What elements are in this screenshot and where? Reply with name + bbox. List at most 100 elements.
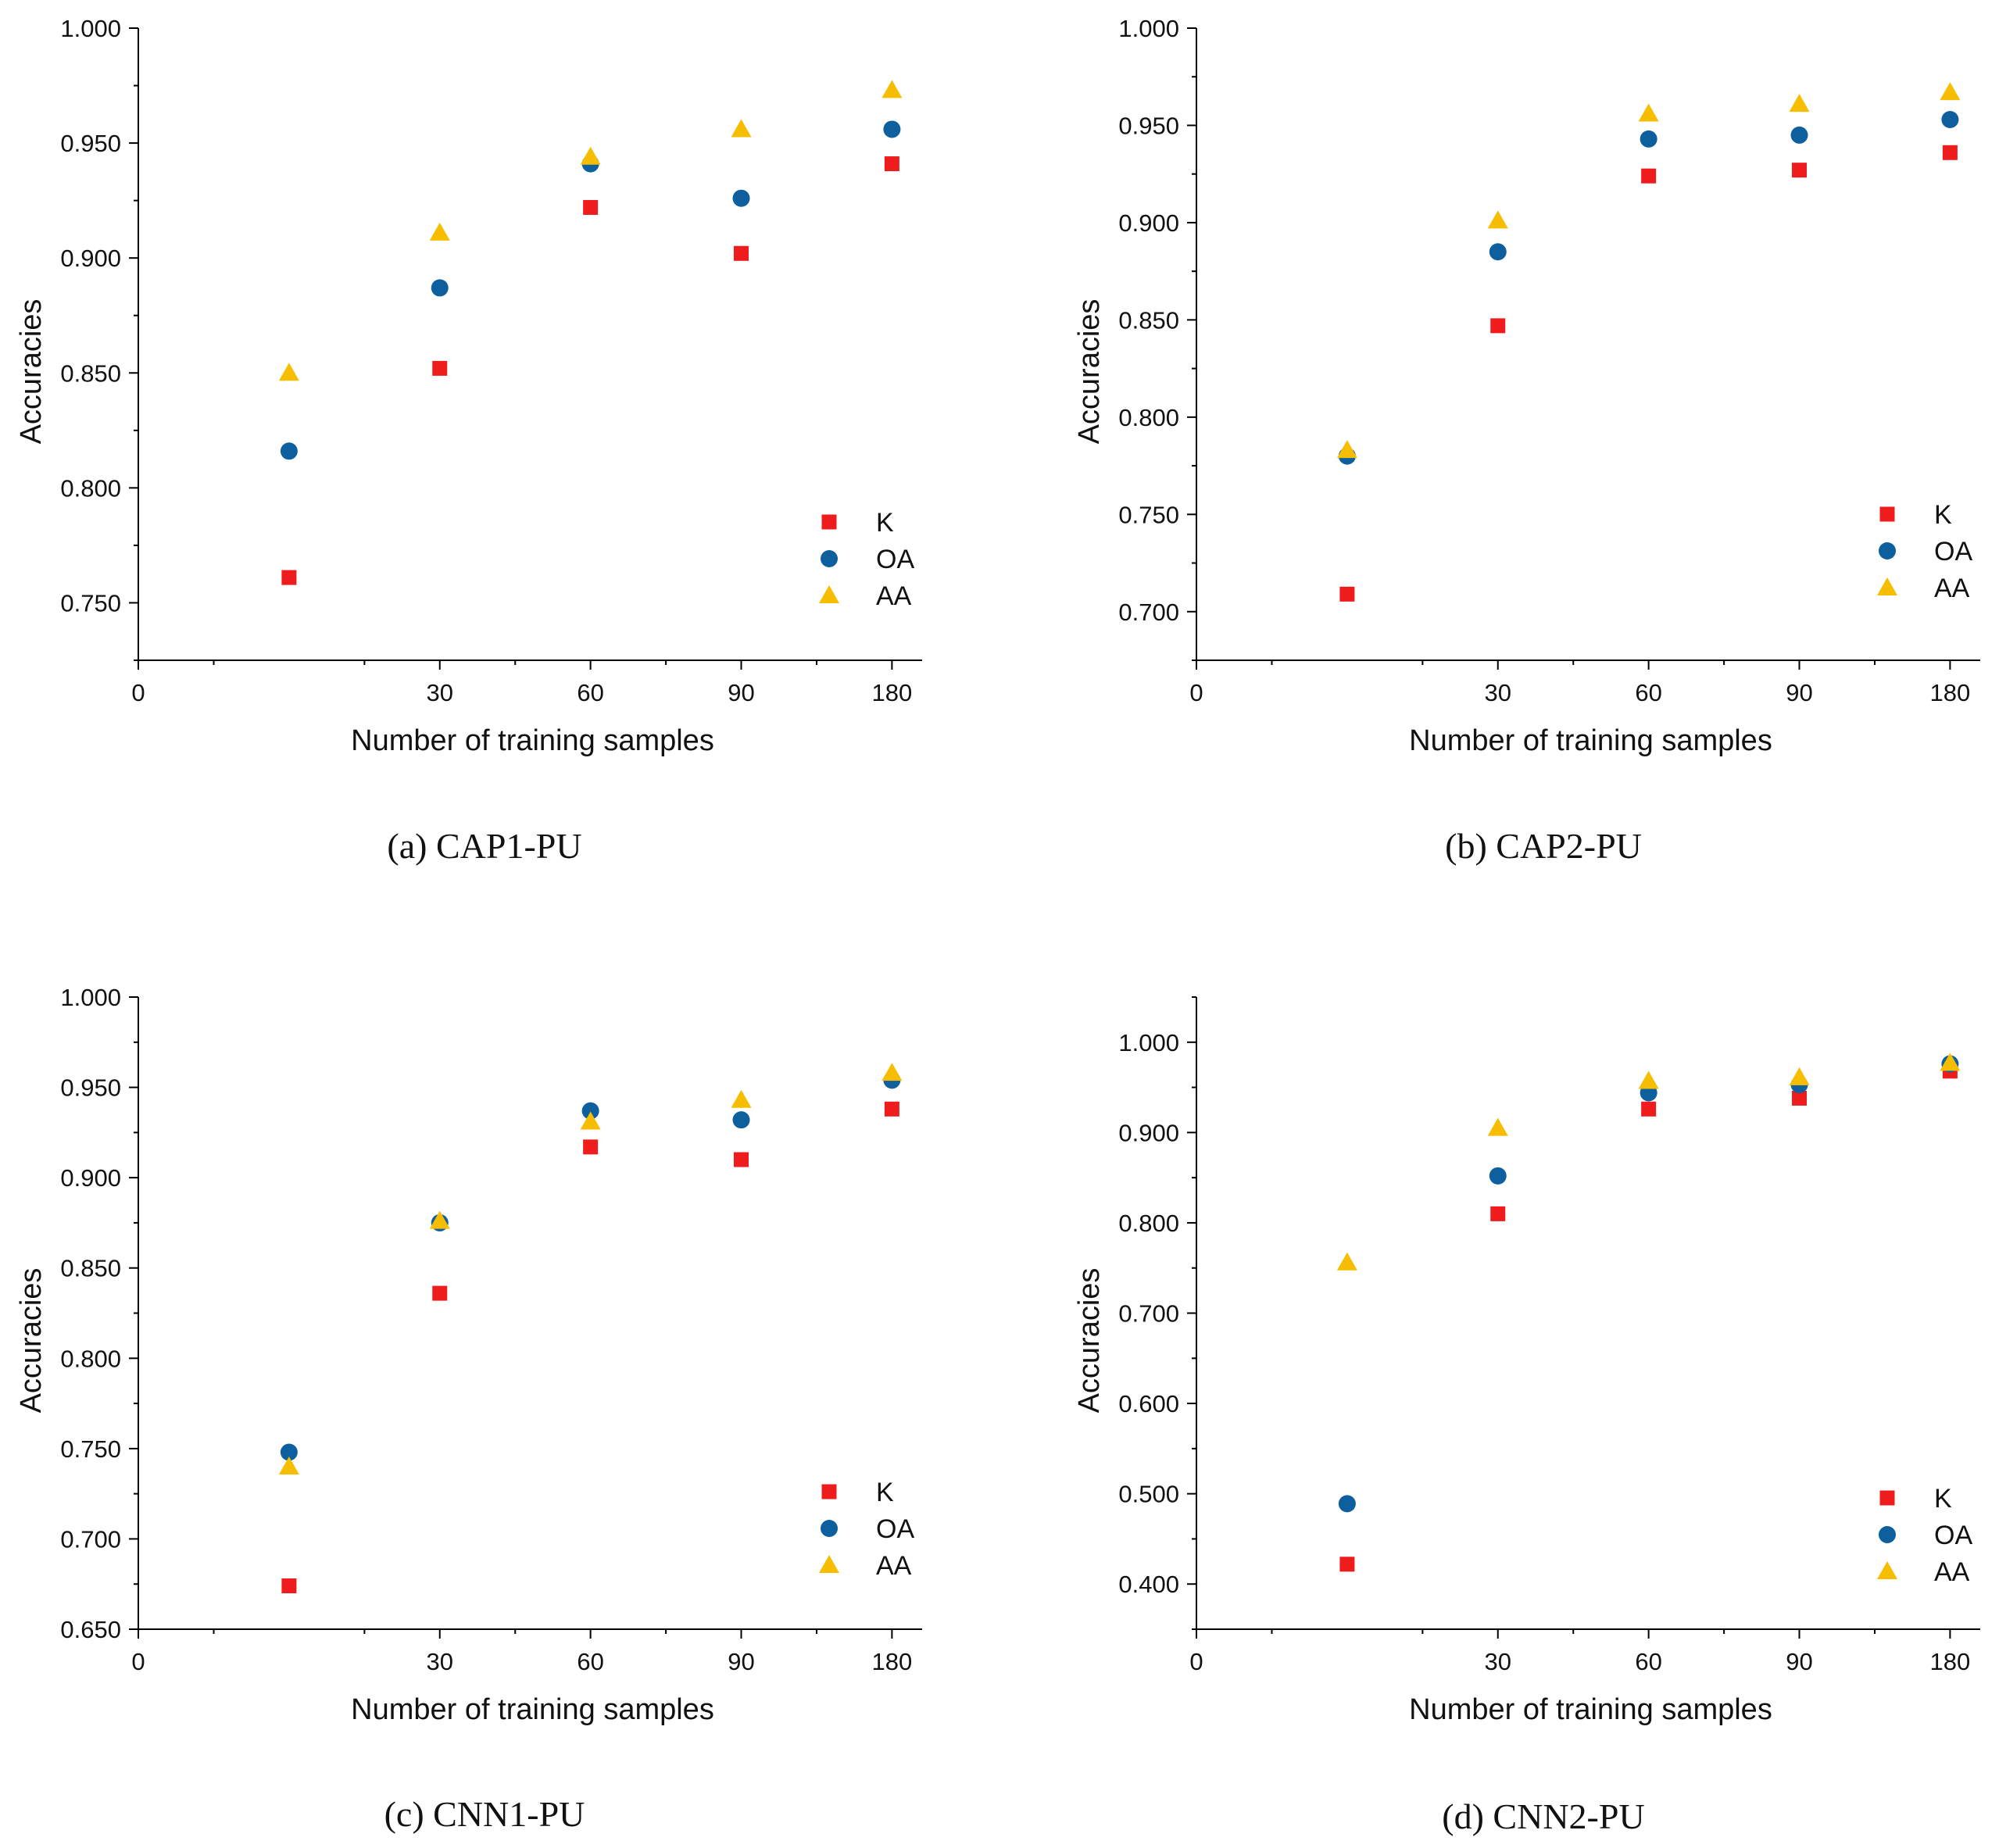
data-point-aa xyxy=(278,1456,299,1474)
data-point-k xyxy=(1339,586,1355,602)
data-point-oa xyxy=(1338,1495,1356,1513)
x-axis-title: Number of training samples xyxy=(1409,724,1772,757)
x-tick-label: 180 xyxy=(872,679,913,706)
x-tick-label: 0 xyxy=(131,1648,145,1675)
y-tick-label: 0.900 xyxy=(60,1164,121,1192)
data-point-oa xyxy=(1790,126,1808,144)
y-tick-label: 0.750 xyxy=(60,1435,121,1463)
legend-marker-k xyxy=(1879,506,1895,522)
x-axis-title: Number of training samples xyxy=(351,724,714,757)
data-point-aa xyxy=(1789,1067,1810,1085)
data-point-oa xyxy=(1489,1167,1507,1185)
y-tick-label: 0.900 xyxy=(60,245,121,272)
x-tick-label: 0 xyxy=(131,679,145,706)
data-point-aa xyxy=(731,1089,752,1108)
data-point-oa xyxy=(280,1443,298,1461)
panel-caption: (c) CNN1-PU xyxy=(384,1794,585,1834)
legend-marker-oa xyxy=(821,1520,838,1537)
y-tick-label: 0.750 xyxy=(60,589,121,617)
data-point-k xyxy=(1490,1206,1506,1221)
y-axis-title: Accuracies xyxy=(15,1268,48,1414)
x-tick-label: 60 xyxy=(1635,1648,1661,1675)
y-tick-label: 0.700 xyxy=(1118,1300,1179,1328)
legend-marker-k xyxy=(821,514,837,530)
legend-label-k: K xyxy=(1934,1484,1952,1514)
legend-marker-oa xyxy=(1879,1526,1896,1543)
y-tick-label: 0.400 xyxy=(1118,1571,1179,1598)
chart-panel-d: 0.400 0.500 0.600 0.700 0.800 0.900 1.000 0 30 60… xyxy=(1073,996,1980,1836)
chart-panel-c: 0.650 0.700 0.750 0.800 0.850 0.900 0.950 1.000… xyxy=(15,984,922,1834)
data-point-k xyxy=(583,199,599,215)
data-point-oa xyxy=(1640,130,1657,148)
data-point-k xyxy=(734,245,749,261)
data-point-aa xyxy=(731,119,752,138)
data-point-k xyxy=(1792,1090,1808,1106)
data-point-k xyxy=(1490,318,1506,334)
x-tick-label: 30 xyxy=(427,679,453,706)
y-tick-label: 1.000 xyxy=(60,15,121,42)
panel-caption: (a) CAP1-PU xyxy=(387,826,581,866)
y-tick-label: 0.850 xyxy=(60,359,121,387)
data-point-k xyxy=(1942,145,1958,160)
y-tick-label: 0.900 xyxy=(1118,1119,1179,1146)
data-point-k xyxy=(281,1578,297,1594)
data-point-aa xyxy=(429,222,450,241)
data-point-aa xyxy=(278,363,299,381)
legend-label-aa: AA xyxy=(1934,574,1970,603)
legend-marker-oa xyxy=(821,550,838,567)
y-tick-label: 1.000 xyxy=(1118,15,1179,42)
data-point-aa xyxy=(1638,103,1659,122)
chart-panel-a: 0.750 0.800 0.850 0.900 0.950 1.000 0 30 60 90 180… xyxy=(15,15,922,866)
x-tick-label: 180 xyxy=(1930,1648,1971,1675)
y-tick-label: 0.650 xyxy=(60,1616,121,1643)
x-axis-title: Number of training samples xyxy=(1409,1693,1772,1726)
x-tick-label: 30 xyxy=(427,1648,453,1675)
y-tick-label: 0.850 xyxy=(60,1255,121,1282)
y-tick-label: 0.950 xyxy=(60,1074,121,1102)
x-tick-label: 90 xyxy=(1786,679,1812,706)
y-tick-label: 0.700 xyxy=(60,1525,121,1553)
data-point-k xyxy=(1641,1101,1657,1117)
data-point-aa xyxy=(1336,1252,1357,1271)
legend-label-oa: OA xyxy=(876,1514,914,1544)
legend-marker-aa xyxy=(819,1555,839,1573)
y-tick-label: 0.500 xyxy=(1118,1481,1179,1508)
y-axis-title: Accuracies xyxy=(1073,299,1106,445)
x-tick-label: 90 xyxy=(1786,1648,1812,1675)
data-point-k xyxy=(432,360,448,376)
data-point-oa xyxy=(581,1102,599,1120)
legend-label-aa: AA xyxy=(1934,1557,1970,1587)
data-point-aa xyxy=(1940,1053,1961,1071)
data-point-k xyxy=(1339,1557,1355,1572)
data-point-oa xyxy=(280,442,298,460)
x-tick-label: 60 xyxy=(577,1648,603,1675)
data-point-aa xyxy=(1940,82,1961,101)
legend-label-k: K xyxy=(1934,500,1952,530)
y-tick-label: 0.800 xyxy=(60,1345,121,1372)
legend-marker-k xyxy=(821,1484,837,1499)
legend-label-k: K xyxy=(876,1478,894,1507)
data-point-aa xyxy=(1789,94,1810,113)
legend-marker-k xyxy=(1879,1490,1895,1506)
x-tick-label: 30 xyxy=(1485,679,1511,706)
data-point-oa xyxy=(1489,243,1507,261)
data-point-aa xyxy=(580,146,601,165)
data-point-aa xyxy=(1487,210,1508,229)
legend-label-oa: OA xyxy=(876,545,914,574)
y-tick-label: 0.800 xyxy=(1118,404,1179,431)
legend-marker-aa xyxy=(819,585,839,603)
legend-label-aa: AA xyxy=(876,581,912,611)
y-tick-label: 1.000 xyxy=(60,984,121,1011)
legend-label-oa: OA xyxy=(1934,537,1972,567)
panel-caption: (d) CNN2-PU xyxy=(1442,1796,1644,1836)
data-point-k xyxy=(583,1139,599,1155)
y-tick-label: 0.800 xyxy=(60,474,121,502)
x-tick-label: 60 xyxy=(1635,679,1661,706)
data-point-k xyxy=(1792,163,1808,178)
x-axis-title: Number of training samples xyxy=(351,1693,714,1726)
data-point-k xyxy=(432,1285,448,1301)
chart-panel-b: 0.700 0.750 0.800 0.850 0.900 0.950 1.000 0 30 60… xyxy=(1073,15,1980,866)
y-axis-title: Accuracies xyxy=(1073,1268,1106,1414)
data-point-k xyxy=(884,156,899,172)
x-tick-label: 180 xyxy=(1930,679,1971,706)
